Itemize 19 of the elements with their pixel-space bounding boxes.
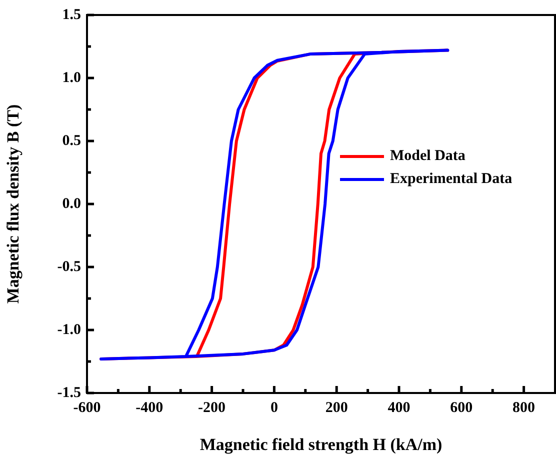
x-tick-label: -400 — [136, 400, 164, 416]
y-tick-label: 1.0 — [62, 70, 81, 86]
x-tick-label: 200 — [325, 400, 348, 416]
y-tick-label: 0.5 — [62, 132, 81, 149]
y-tick-label: -1.0 — [57, 322, 81, 338]
x-tick-label: -200 — [198, 400, 226, 416]
y-tick-label: -0.5 — [57, 258, 81, 275]
x-tick-label: 400 — [388, 400, 410, 416]
y-axis-title: Magnetic flux density B (T) — [4, 104, 23, 304]
x-tick-label: -600 — [73, 400, 101, 416]
x-tick-label: 600 — [450, 400, 473, 416]
y-tick-label: 1.5 — [62, 6, 81, 23]
y-tick-label: 0.0 — [62, 196, 81, 212]
legend-label: Model Data — [390, 148, 466, 165]
y-tick-label: -1.5 — [57, 384, 81, 401]
x-axis-title: Magnetic field strength H (kA/m) — [200, 435, 442, 454]
x-tick-label: 0 — [270, 400, 278, 416]
legend-label: Experimental Data — [390, 171, 512, 188]
x-tick-label: 800 — [512, 400, 536, 416]
